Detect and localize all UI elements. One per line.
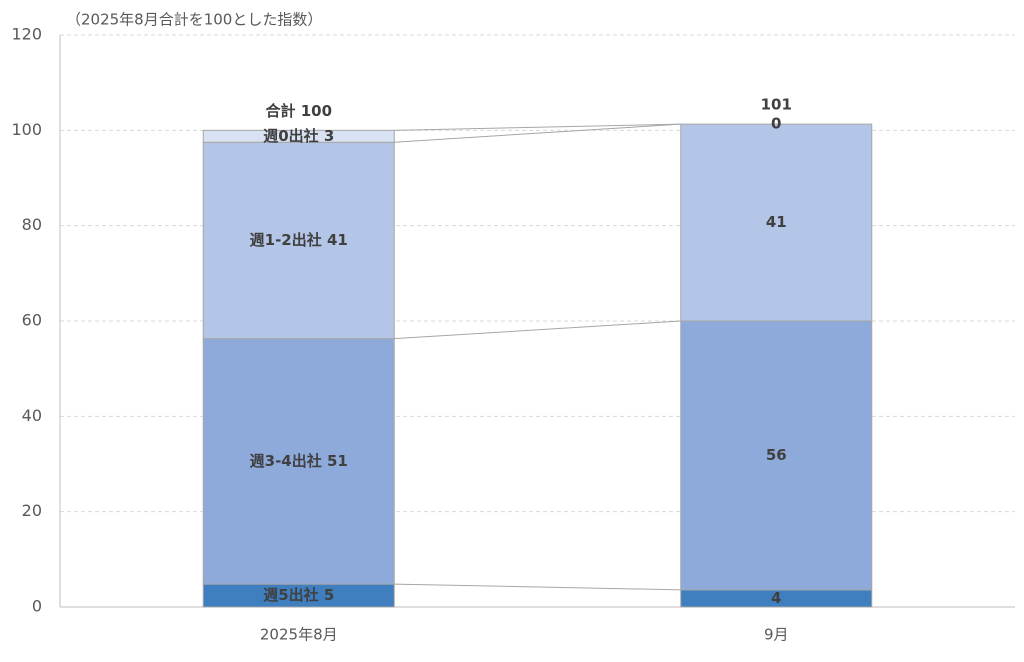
value-label: 週1-2出社 41 — [250, 231, 348, 249]
value-label: 週3-4出社 51 — [250, 452, 348, 470]
bar-segment — [680, 123, 873, 322]
connector-line — [394, 583, 681, 591]
value-label: 週5出社 5 — [263, 586, 334, 604]
chart-subtitle: （2025年8月合計を100とした指数） — [66, 11, 322, 29]
y-tick-label: 40 — [22, 406, 42, 425]
bar-segment — [680, 320, 873, 591]
y-tick-label: 120 — [11, 25, 42, 44]
y-tick-label: 20 — [22, 501, 42, 520]
x-tick-label: 2025年8月 — [260, 626, 338, 644]
connector-line — [394, 123, 681, 143]
value-label: 41 — [766, 213, 787, 231]
value-label: 4 — [771, 589, 781, 607]
bar-segment — [202, 338, 395, 585]
y-tick-label: 60 — [22, 311, 42, 330]
y-tick-label: 80 — [22, 215, 42, 234]
x-tick-label: 9月 — [764, 626, 789, 644]
value-label: 56 — [766, 446, 787, 464]
connector-line — [394, 123, 681, 131]
value-label: 週0出社 3 — [263, 127, 334, 145]
y-tick-label: 100 — [11, 120, 42, 139]
total-label: 101 — [761, 96, 792, 114]
y-tick-label: 0 — [32, 597, 42, 616]
total-label: 合計 100 — [264, 102, 332, 120]
bar-segment — [202, 141, 395, 340]
bar-segment — [202, 129, 395, 143]
value-label: 0 — [771, 115, 781, 133]
connector-line — [394, 320, 681, 340]
